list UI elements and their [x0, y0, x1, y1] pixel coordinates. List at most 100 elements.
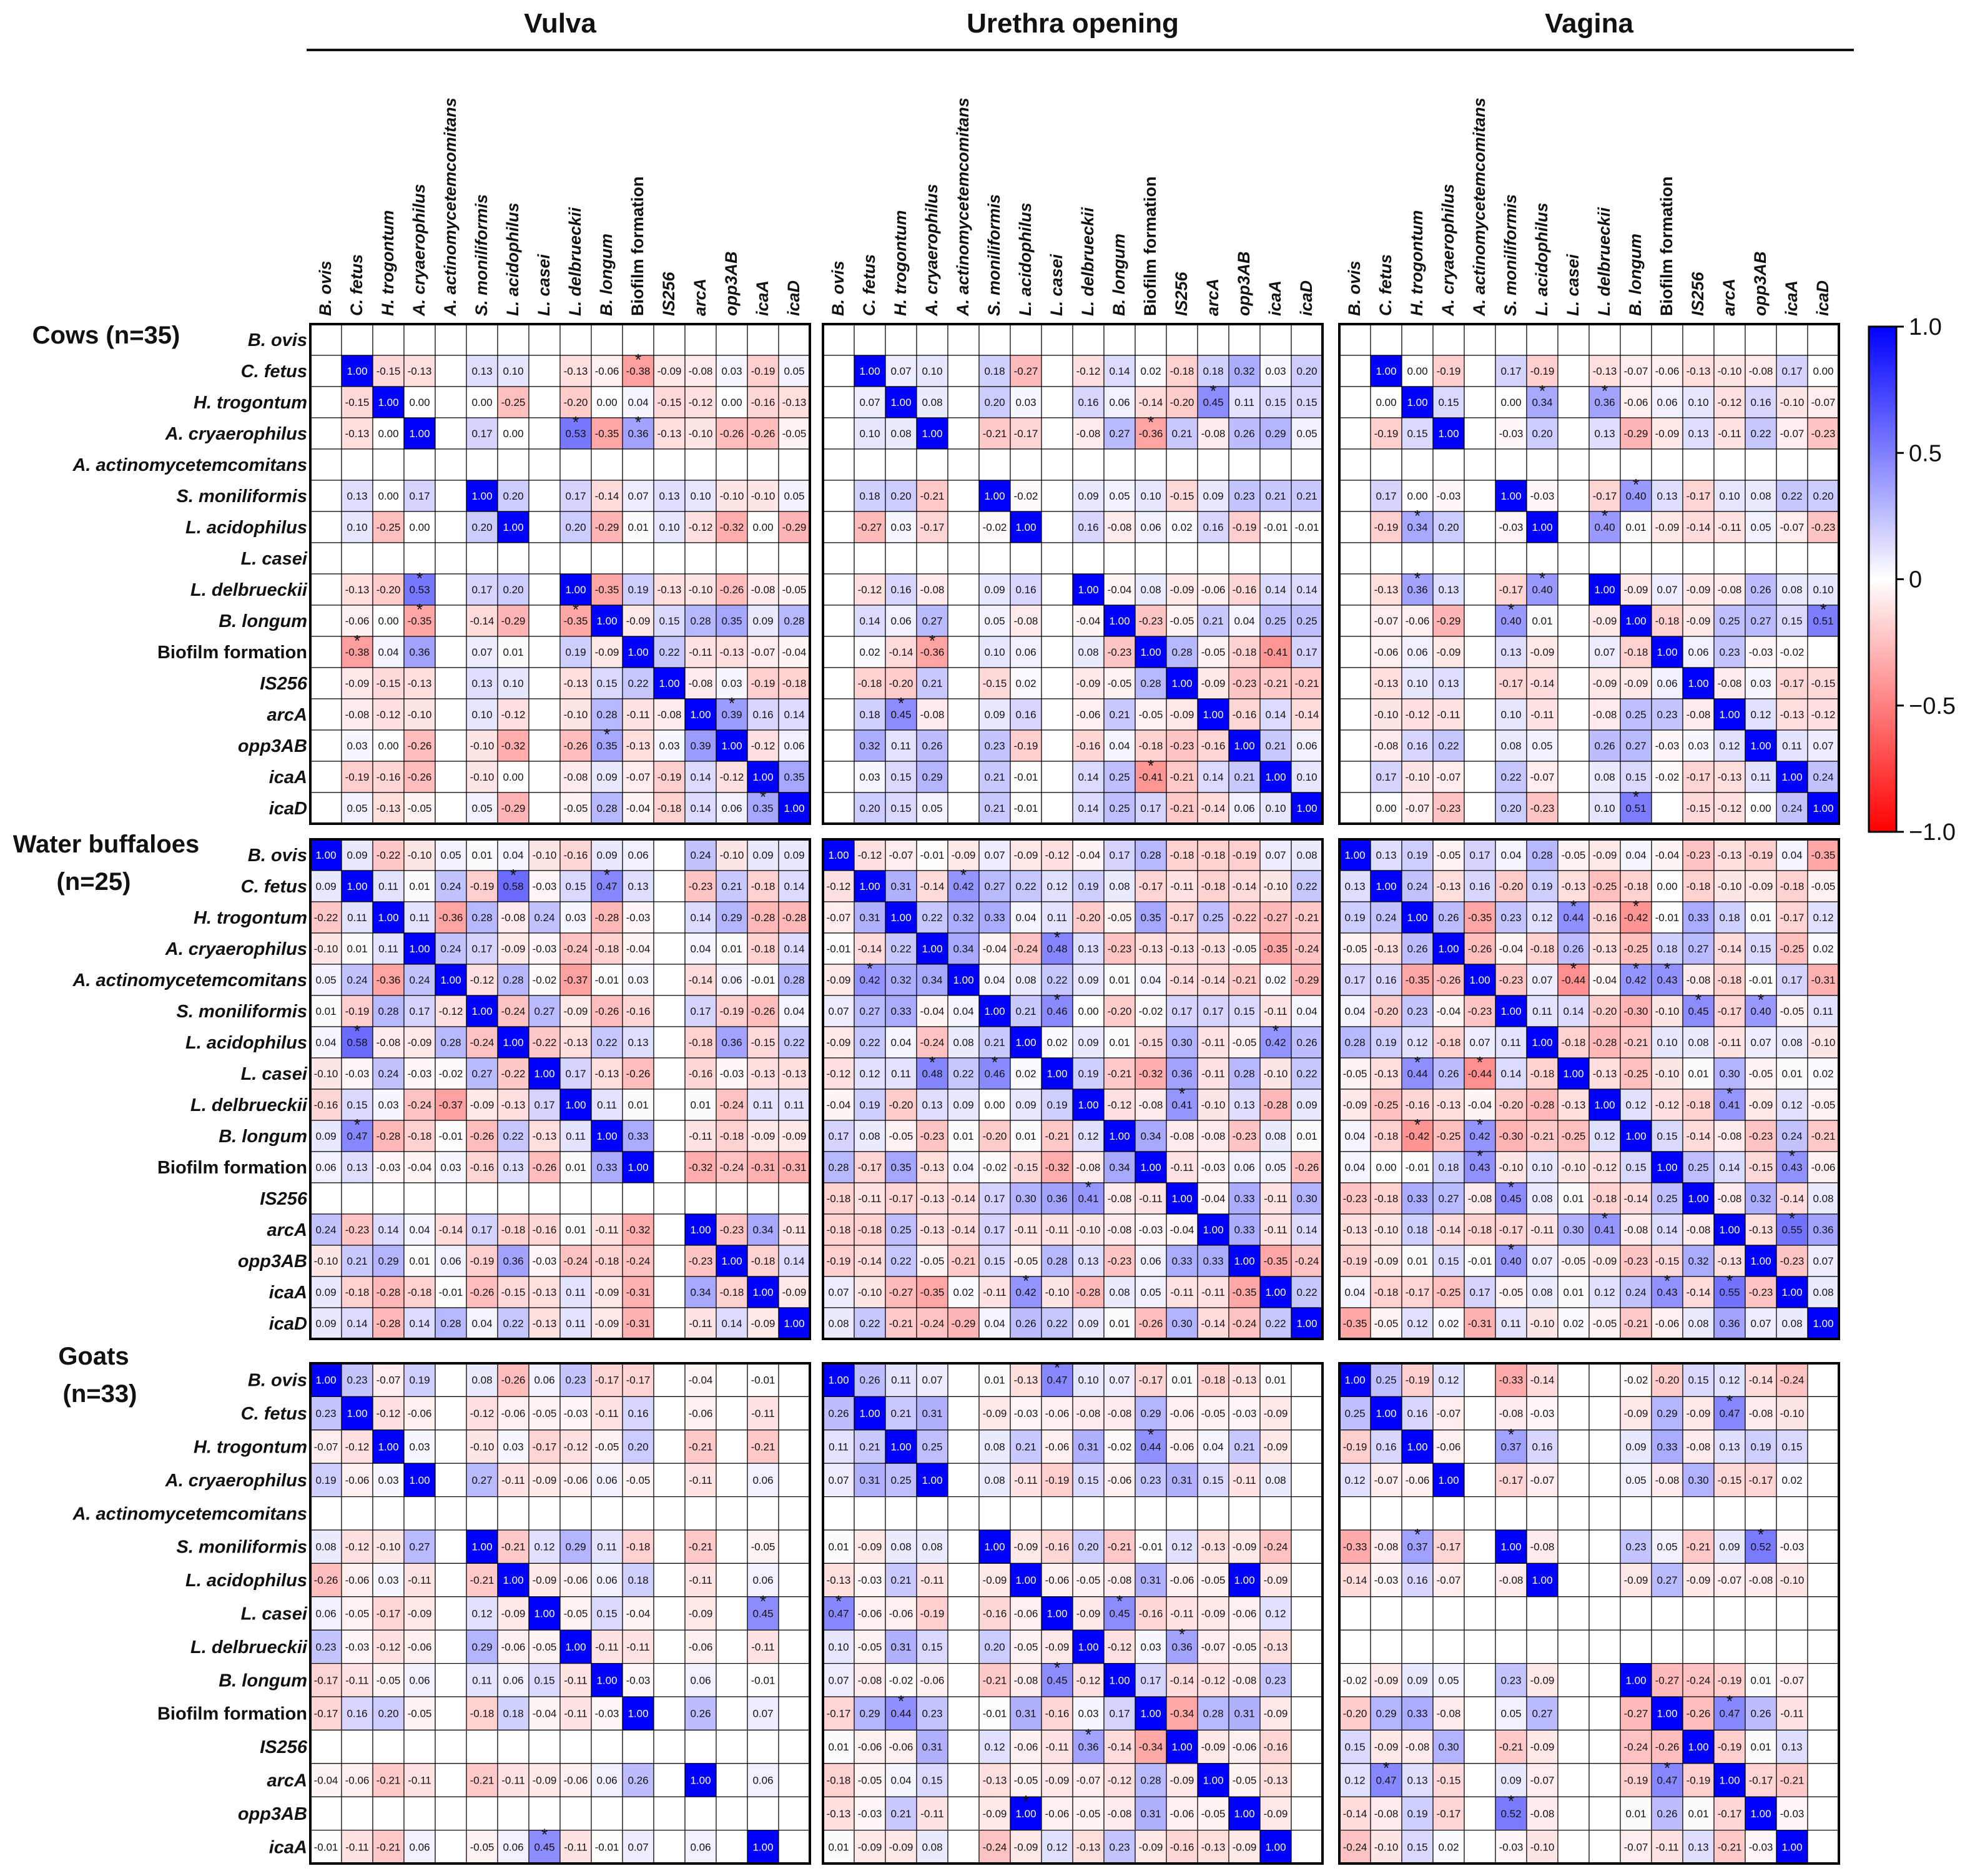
cell-value: 0.06 [1296, 740, 1317, 752]
cell-value: -0.06 [1108, 1474, 1132, 1486]
cell-value: 0.24 [347, 974, 367, 986]
heatmap-cell [1807, 1396, 1839, 1431]
cell-value: -0.10 [1655, 1005, 1680, 1017]
cell-value: 1.00 [1750, 1255, 1771, 1267]
heatmap-cell [1557, 1429, 1590, 1464]
heatmap-cell [1401, 1596, 1434, 1631]
cell-value: 0.01 [721, 943, 742, 955]
cell-value: -0.02 [1014, 490, 1038, 502]
cell-value: -0.17 [1499, 584, 1524, 596]
heatmap-cell [684, 1796, 717, 1831]
heatmap-cell [622, 605, 654, 637]
heatmap-cell [1557, 1596, 1590, 1631]
cell-value: -0.09 [408, 1608, 432, 1620]
cell-value: 0.11 [1234, 397, 1254, 408]
cell-value: 0.27 [1750, 615, 1771, 627]
cell-value: -0.17 [1687, 771, 1711, 783]
cell-value: -0.18 [408, 1286, 432, 1298]
cell-value: 0.06 [752, 1574, 773, 1586]
cell-value: 0.36 [1719, 1318, 1740, 1330]
cell-value: 1.00 [922, 428, 942, 440]
heatmap-cell [653, 1830, 686, 1864]
cell-value: -0.21 [689, 1441, 713, 1453]
column-label: L. delbrueckii [566, 207, 584, 316]
panel-0-0: 1.00 -0.15 -0.13 0.13 0.10 -0.13 -0.06 -0.38*-0… [309, 323, 811, 825]
row-label: A. actinomycetemcomitans [72, 970, 307, 990]
cell-value: 0.23 [315, 1408, 336, 1419]
cell-value: 0.25 [922, 1441, 942, 1453]
cell-value: 0.10 [1407, 678, 1427, 689]
cell-value: -0.06 [1045, 1808, 1070, 1820]
cell-value: 0.07 [1532, 1255, 1552, 1267]
cell-value: 1.00 [347, 365, 367, 377]
heatmap-cell [716, 1496, 748, 1531]
cell-value: -0.18 [626, 1541, 651, 1553]
cell-value: -0.29 [952, 1318, 976, 1330]
cell-value: -0.21 [1170, 802, 1194, 814]
cell-value: 0.29 [859, 1708, 880, 1720]
cell-value: -0.11 [1170, 1608, 1194, 1620]
cell-value: 0.01 [690, 1099, 711, 1111]
cell-value: -0.10 [314, 943, 338, 955]
heatmap-cell [653, 995, 686, 1027]
cell-value: 0.01 [1750, 1741, 1771, 1753]
heatmap-cell [559, 698, 592, 731]
cell-value: -0.09 [1170, 1775, 1194, 1787]
cell-value: 0.28 [1203, 1708, 1223, 1720]
cell-value: -0.18 [1170, 365, 1194, 377]
cell-value: -0.06 [1437, 1441, 1461, 1453]
cell-value: 0.14 [1265, 584, 1286, 596]
cell-value: -0.09 [858, 1541, 882, 1553]
heatmap-cell [854, 729, 886, 762]
cell-value: 1.00 [1140, 646, 1161, 658]
significance-star: * [354, 631, 360, 650]
cell-value: -0.03 [1374, 1574, 1399, 1586]
cell-value: -0.13 [1264, 1641, 1288, 1653]
row-label: L. casei [241, 1604, 308, 1624]
cell-value: -0.08 [1530, 1808, 1555, 1820]
cell-value: -0.19 [657, 771, 682, 783]
cell-value: -0.13 [1233, 1375, 1257, 1386]
significance-star: * [635, 413, 641, 432]
heatmap-cell [1339, 448, 1371, 481]
significance-star: * [573, 600, 579, 619]
heatmap-cell [1259, 511, 1292, 543]
cell-value: -0.28 [1264, 1099, 1288, 1111]
cell-value: 0.39 [690, 740, 711, 752]
cell-value: -0.05 [1499, 1286, 1524, 1298]
heatmap-cell [1072, 605, 1105, 637]
cell-value: 1.00 [1438, 1474, 1459, 1486]
cell-value: 0.09 [1078, 490, 1098, 502]
cell-value: -0.07 [751, 646, 776, 658]
heatmap-cell [1588, 1529, 1621, 1564]
heatmap-cell [1464, 792, 1496, 824]
cell-value: 1.00 [1376, 881, 1396, 892]
cell-value: -0.01 [751, 1674, 776, 1686]
cell-value: -0.18 [1170, 849, 1194, 861]
heatmap-cell [372, 323, 405, 356]
heatmap-cell [778, 542, 810, 575]
cell-value: 0.19 [628, 584, 648, 596]
heatmap-cell [1197, 511, 1229, 543]
cell-value: 0.22 [596, 1037, 617, 1049]
column-label: icaA [753, 280, 772, 316]
heatmap-cell [1291, 1496, 1323, 1531]
column-label: opp3AB [722, 252, 741, 317]
heatmap-cell [372, 667, 405, 699]
heatmap-cell [854, 448, 886, 481]
cell-value: -0.06 [1624, 397, 1648, 408]
cell-value: -0.13 [533, 1286, 557, 1298]
cell-value: -0.05 [1233, 1037, 1257, 1049]
heatmap-cell [1807, 1529, 1839, 1564]
cell-value: 0.28 [1234, 1068, 1254, 1080]
cell-value: 0.10 [503, 678, 523, 689]
heatmap-cell [591, 480, 623, 512]
heatmap-cell [1103, 386, 1136, 418]
heatmap-cell [716, 1182, 748, 1215]
heatmap-cell [310, 667, 342, 699]
cell-value: -0.08 [564, 771, 588, 783]
cell-value: -0.23 [1811, 428, 1836, 440]
cell-value: -0.34 [1170, 1708, 1194, 1720]
heatmap-cell [854, 605, 886, 637]
significance-star: * [1570, 897, 1577, 916]
